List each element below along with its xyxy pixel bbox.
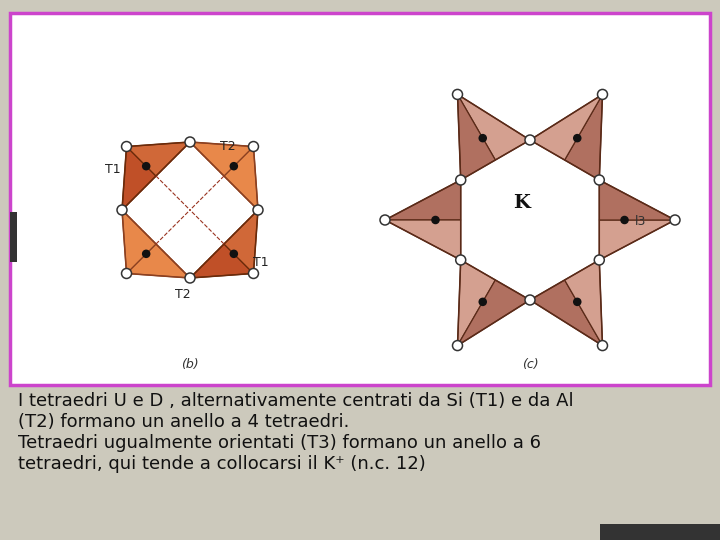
Polygon shape	[224, 146, 258, 210]
Text: I tetraedri U e D , alternativamente centrati da Si (T1) e da Al: I tetraedri U e D , alternativamente cen…	[18, 392, 574, 410]
Text: tetraedri, qui tende a collocarsi il K⁺ (n.c. 12): tetraedri, qui tende a collocarsi il K⁺ …	[18, 455, 426, 473]
Circle shape	[248, 141, 258, 152]
Polygon shape	[564, 260, 603, 346]
Circle shape	[594, 255, 604, 265]
Polygon shape	[599, 220, 675, 260]
Text: (b): (b)	[181, 358, 199, 371]
Polygon shape	[385, 220, 461, 260]
Circle shape	[432, 217, 439, 224]
Circle shape	[230, 163, 238, 170]
Text: K: K	[513, 194, 531, 212]
Polygon shape	[122, 210, 156, 273]
Polygon shape	[127, 244, 190, 278]
Bar	[600, 524, 720, 540]
Circle shape	[456, 255, 466, 265]
Circle shape	[143, 251, 150, 258]
Text: T2: T2	[176, 288, 191, 301]
Circle shape	[621, 217, 628, 224]
Text: l3: l3	[634, 215, 646, 228]
Text: (T2) formano un anello a 4 tetraedri.: (T2) formano un anello a 4 tetraedri.	[18, 413, 349, 431]
Circle shape	[594, 175, 604, 185]
Text: T1: T1	[253, 256, 268, 269]
Circle shape	[598, 341, 608, 350]
Circle shape	[253, 205, 263, 215]
Circle shape	[574, 134, 581, 141]
Text: T2: T2	[220, 140, 235, 153]
Circle shape	[380, 215, 390, 225]
Polygon shape	[385, 180, 461, 220]
FancyBboxPatch shape	[10, 13, 710, 385]
Text: T1: T1	[105, 163, 121, 176]
Circle shape	[480, 134, 486, 141]
Polygon shape	[190, 244, 253, 278]
Polygon shape	[457, 94, 495, 180]
Polygon shape	[224, 210, 258, 273]
Circle shape	[456, 175, 466, 185]
Polygon shape	[457, 260, 495, 346]
Circle shape	[185, 273, 195, 283]
Circle shape	[122, 268, 132, 279]
Circle shape	[185, 137, 195, 147]
Polygon shape	[564, 94, 603, 180]
Circle shape	[452, 341, 462, 350]
Circle shape	[525, 295, 535, 305]
Circle shape	[452, 90, 462, 99]
Text: (c): (c)	[522, 358, 539, 371]
Polygon shape	[457, 280, 530, 346]
Polygon shape	[127, 142, 190, 176]
Circle shape	[117, 205, 127, 215]
Polygon shape	[599, 180, 675, 220]
Polygon shape	[190, 142, 253, 176]
Bar	[10, 212, 17, 262]
Circle shape	[480, 299, 486, 305]
Circle shape	[230, 251, 238, 258]
Polygon shape	[530, 94, 603, 160]
Circle shape	[122, 141, 132, 152]
Circle shape	[598, 90, 608, 99]
Circle shape	[248, 268, 258, 279]
Polygon shape	[530, 280, 603, 346]
Text: Tetraedri ugualmente orientati (T3) formano un anello a 6: Tetraedri ugualmente orientati (T3) form…	[18, 434, 541, 452]
Circle shape	[670, 215, 680, 225]
Circle shape	[574, 299, 581, 305]
Polygon shape	[457, 94, 530, 160]
Circle shape	[143, 163, 150, 170]
Polygon shape	[122, 146, 156, 210]
Circle shape	[525, 135, 535, 145]
